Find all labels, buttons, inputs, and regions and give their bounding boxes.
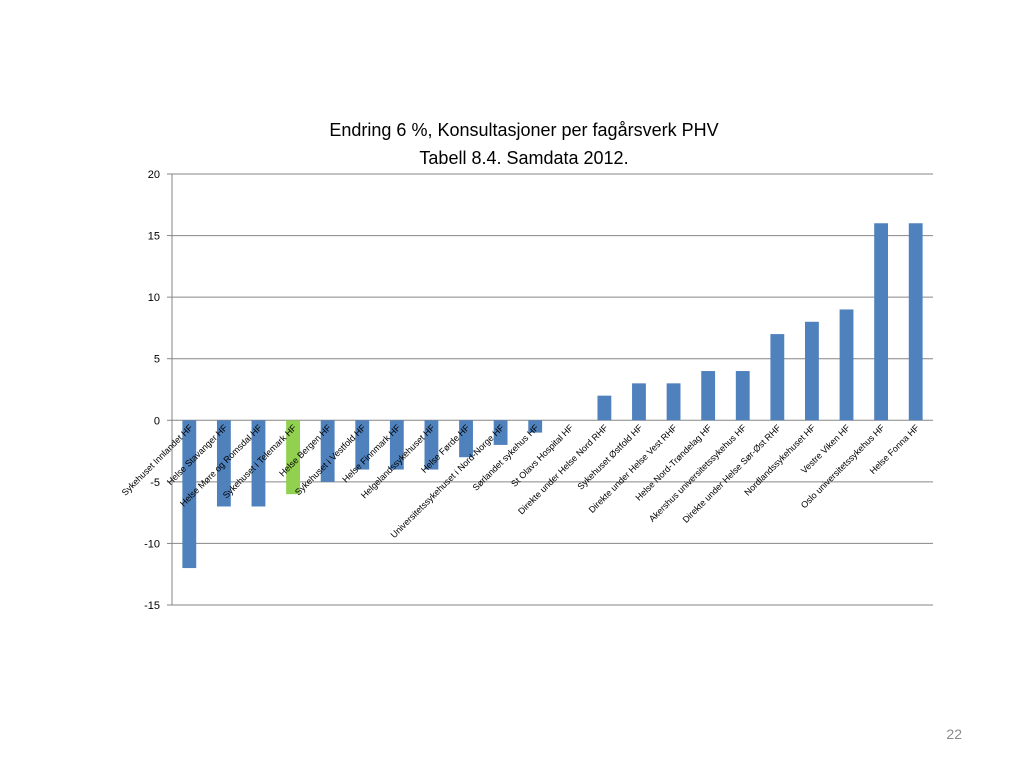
bar (216, 420, 231, 507)
bar (286, 420, 300, 495)
bar (355, 420, 370, 470)
bar (908, 223, 923, 421)
y-tick-label: -15 (144, 600, 160, 612)
chart-subtitle: Tabell 8.4. Samdata 2012. (419, 148, 628, 168)
bar (770, 334, 785, 421)
bars (182, 223, 923, 569)
bar (735, 371, 750, 421)
y-axis-tick-labels: 20 15 10 5 0 -5 -10 -15 (144, 169, 160, 612)
x-category-label: St Olavs Hospital HF (509, 422, 575, 488)
bar (251, 420, 266, 507)
bar (389, 420, 404, 470)
bar (666, 383, 681, 421)
y-tick-label: 0 (154, 415, 160, 427)
bar (493, 420, 508, 445)
y-tick-label: -5 (150, 477, 160, 489)
bar (424, 420, 439, 470)
y-tick-label: 15 (148, 231, 160, 243)
bar (839, 309, 854, 421)
bar (597, 395, 612, 421)
bar (701, 371, 716, 421)
bar (632, 383, 646, 421)
y-tick-label: 20 (148, 169, 160, 181)
x-category-label: Sykehuset Østfold HF (575, 422, 644, 491)
y-tick-label: -10 (144, 538, 160, 550)
bar (459, 420, 473, 458)
bar (528, 420, 543, 433)
bar (320, 420, 335, 482)
bar (805, 321, 819, 421)
y-tick-label: 5 (154, 354, 160, 366)
y-tick-label: 10 (148, 292, 160, 304)
bar (182, 420, 197, 569)
bar (874, 223, 889, 421)
chart-title: Endring 6 %, Konsultasjoner per fagårsve… (329, 120, 718, 140)
page-number: 22 (946, 726, 962, 742)
